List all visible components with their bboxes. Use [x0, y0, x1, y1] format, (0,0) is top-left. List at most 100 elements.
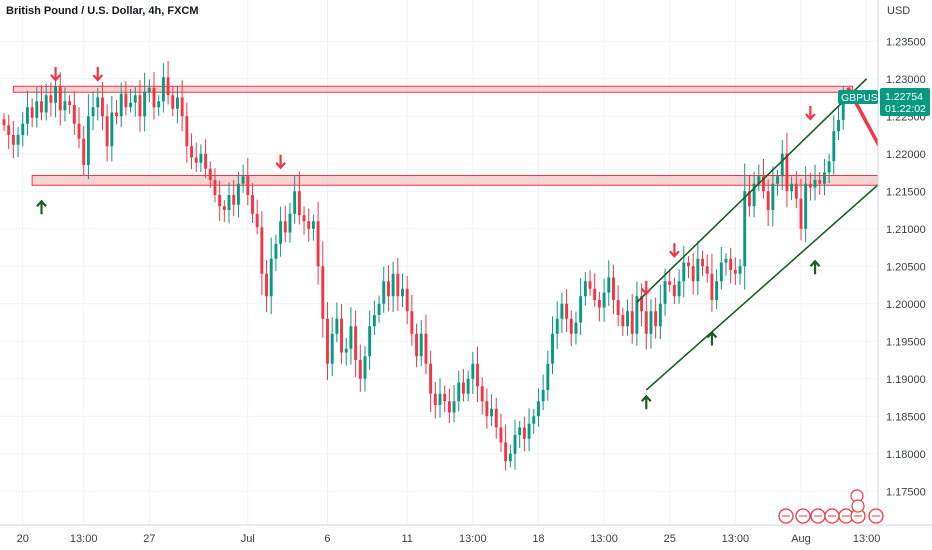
- time-tick-label: 20: [17, 533, 29, 545]
- candle-body: [161, 77, 165, 102]
- up-arrow-icon: [706, 330, 718, 339]
- candle-body: [415, 333, 419, 357]
- candle-body: [808, 183, 812, 188]
- channel-trendline[interactable]: [636, 78, 868, 303]
- candle-body: [171, 95, 175, 109]
- candle-body: [579, 296, 583, 323]
- candle-body: [391, 273, 395, 297]
- candle-body: [551, 333, 554, 364]
- candle-body: [612, 277, 615, 300]
- candle-body: [16, 135, 20, 145]
- candle-body: [340, 318, 344, 353]
- grid-lines: [0, 0, 878, 525]
- candle-body: [682, 262, 686, 282]
- candle-body: [555, 318, 559, 334]
- candle-body: [129, 102, 133, 108]
- symbol-label: GBPUSD: [841, 92, 886, 104]
- candle-body: [569, 318, 573, 334]
- time-axis[interactable]: 20 13:00 27 Jul 6 11 13:00 18 13:00 25 13:00 Aug 13:…: [17, 533, 881, 545]
- candle-body: [2, 119, 6, 126]
- candle-body: [433, 393, 437, 405]
- candle-body: [705, 266, 709, 274]
- candle-body: [377, 303, 381, 315]
- candle-body: [424, 333, 428, 364]
- candle-body: [152, 87, 156, 108]
- candle-body: [799, 198, 803, 229]
- candle-body: [35, 101, 39, 118]
- candle-body: [794, 183, 798, 199]
- economic-events-row[interactable]: [778, 489, 884, 524]
- candle-body: [241, 176, 245, 184]
- candle-body: [672, 285, 676, 297]
- down-arrow-icon: [275, 162, 286, 170]
- channel-trendline[interactable]: [645, 156, 910, 391]
- candle-body: [316, 221, 320, 267]
- candle-body: [785, 153, 789, 192]
- candle-body: [176, 97, 179, 109]
- time-tick-label: 13:00: [590, 533, 618, 545]
- candle-body: [143, 92, 147, 117]
- candle-body: [813, 180, 817, 188]
- candle-body: [691, 266, 695, 282]
- candle-body: [115, 112, 118, 117]
- time-tick-label: 13:00: [853, 533, 881, 545]
- candle-body: [494, 408, 498, 428]
- candle-body: [138, 95, 142, 117]
- last-price-label: 1.22754: [885, 91, 923, 103]
- candle-body: [419, 333, 423, 357]
- candle-body: [222, 206, 226, 210]
- down-arrow-icon: [805, 113, 816, 121]
- price-tick-label: 1.19000: [886, 374, 926, 386]
- candle-body: [330, 333, 334, 364]
- price-tick-label: 1.22000: [886, 149, 926, 161]
- candle-body: [597, 300, 601, 308]
- candle-body: [7, 125, 11, 135]
- candle-body: [476, 363, 479, 387]
- candle-body: [457, 382, 461, 402]
- candle-body: [818, 180, 822, 184]
- candle-body: [743, 191, 747, 267]
- up-arrow-icon: [640, 394, 652, 402]
- price-zone[interactable]: [12, 85, 854, 93]
- time-tick-label: 13:00: [459, 533, 487, 545]
- candle-body: [593, 288, 597, 300]
- candle-body: [54, 86, 58, 103]
- candle-body: [82, 138, 86, 165]
- candle-body: [269, 258, 273, 297]
- candle-body: [194, 157, 198, 163]
- candle-body: [396, 273, 400, 297]
- down-arrow-icon: [640, 288, 652, 296]
- candle-body: [185, 116, 189, 147]
- candle-body: [354, 326, 358, 360]
- candle-body: [771, 183, 775, 210]
- candle-body: [124, 93, 128, 108]
- time-tick-label: 13:00: [722, 533, 750, 545]
- candle-body: [321, 266, 325, 319]
- time-tick-label: Aug: [791, 533, 811, 545]
- candle-body: [668, 281, 672, 285]
- candle-body: [733, 270, 737, 274]
- price-tick-label: 1.18000: [886, 449, 926, 461]
- candle-body: [218, 195, 222, 207]
- candle-body: [658, 303, 662, 327]
- candle-body: [311, 221, 315, 229]
- price-tick-label: 1.20000: [886, 299, 926, 311]
- candle-body: [621, 315, 625, 327]
- candle-body: [747, 191, 751, 207]
- down-arrow-icon: [50, 74, 61, 82]
- candle-body: [504, 442, 508, 462]
- candle-body: [288, 213, 292, 233]
- bar-countdown-label: 01:22:02: [885, 103, 926, 115]
- candle-body: [307, 221, 311, 229]
- candle-body: [105, 116, 109, 147]
- candle-body: [827, 161, 831, 173]
- time-tick-label: 18: [532, 533, 544, 545]
- candle-body: [382, 281, 386, 304]
- candle-body: [687, 262, 690, 267]
- candle-body: [508, 453, 512, 462]
- down-arrow-icon: [669, 250, 680, 258]
- candle-body: [841, 97, 845, 120]
- economic-event-icon[interactable]: [851, 499, 865, 513]
- candle-body: [77, 123, 81, 139]
